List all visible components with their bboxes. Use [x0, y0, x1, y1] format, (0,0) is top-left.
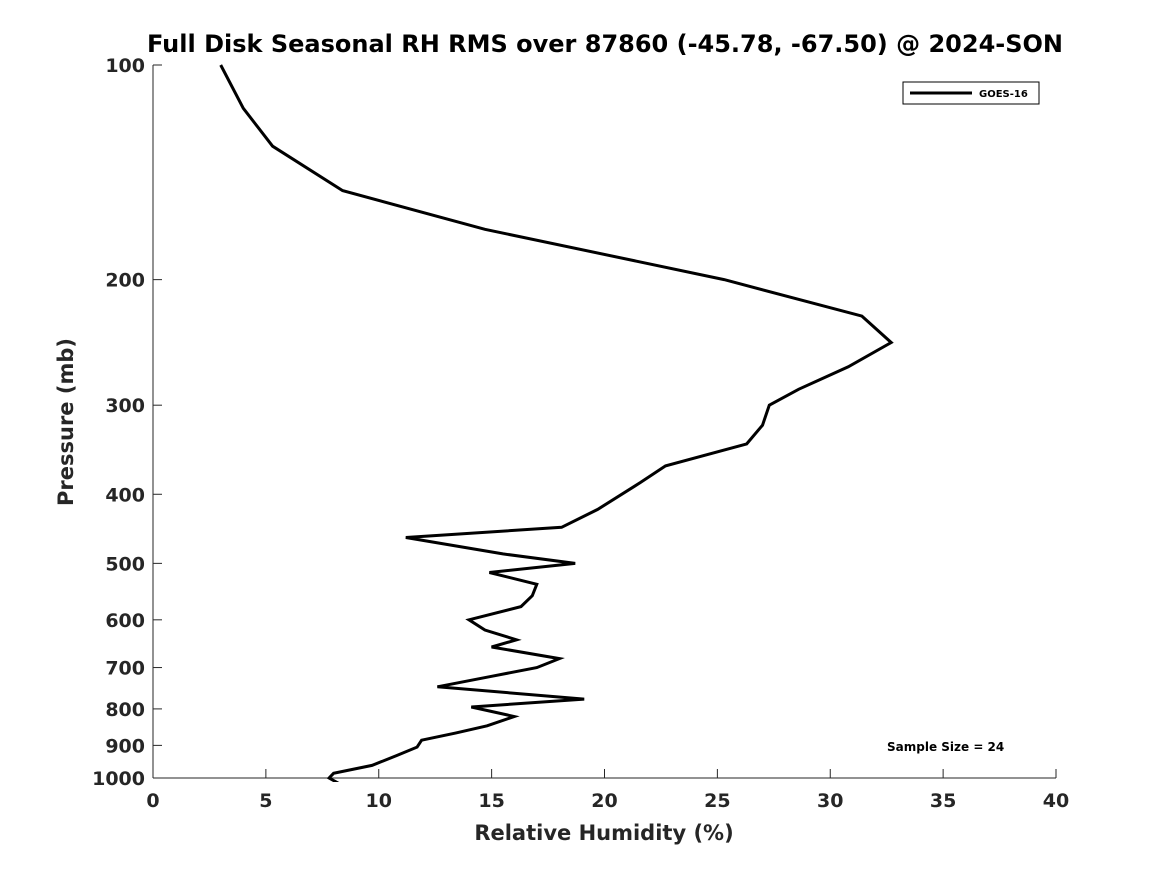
x-axis-ticks: 0 5 10 15 20 25 30 35 40 [146, 769, 1069, 812]
y-tick-label: 600 [105, 610, 145, 632]
x-tick-label: 30 [817, 790, 843, 812]
y-axis-ticks: 100 200 300 400 500 600 700 800 900 1000 [92, 55, 162, 790]
chart-title: Full Disk Seasonal RH RMS over 87860 (-4… [147, 30, 1063, 58]
y-tick-label: 900 [105, 735, 145, 757]
x-tick-label: 25 [704, 790, 730, 812]
series-line-goes-16 [219, 64, 894, 782]
y-axis-label: Pressure (mb) [54, 338, 78, 506]
y-tick-label: 700 [105, 658, 145, 680]
y-tick-label: 300 [105, 395, 145, 417]
legend: GOES-16 [902, 81, 1040, 105]
x-tick-label: 35 [930, 790, 956, 812]
y-tick-label: 800 [105, 699, 145, 721]
x-tick-label: 20 [591, 790, 617, 812]
x-tick-label: 40 [1043, 790, 1069, 812]
x-tick-label: 5 [259, 790, 272, 812]
legend-label-goes-16: GOES-16 [979, 89, 1028, 100]
sample-size-annotation: Sample Size = 24 [887, 740, 1004, 754]
plot-axes [152, 65, 1056, 779]
x-tick-label: 0 [146, 790, 159, 812]
x-tick-label: 10 [366, 790, 392, 812]
x-tick-label: 15 [478, 790, 504, 812]
y-tick-label: 1000 [92, 768, 145, 790]
y-tick-label: 400 [105, 484, 145, 506]
series-layer [219, 64, 894, 782]
y-tick-label: 500 [105, 553, 145, 575]
y-tick-label: 100 [105, 55, 145, 77]
x-axis-label: Relative Humidity (%) [474, 821, 733, 845]
y-tick-label: 200 [105, 270, 145, 292]
